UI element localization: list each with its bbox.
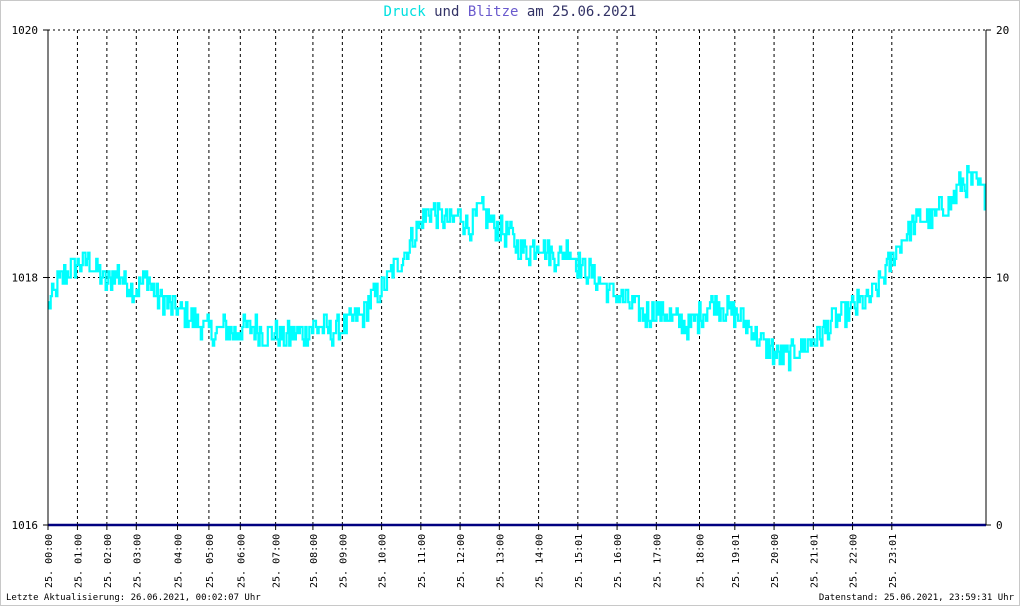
left-axis-tick-label: 1018: [12, 272, 39, 285]
title-prefix: am: [526, 4, 544, 20]
x-axis-tick-label: 25. 03:00: [132, 534, 143, 588]
x-axis-tick-label: 25. 01:00: [73, 534, 84, 588]
right-axis-tick-label: 10: [996, 272, 1009, 285]
x-axis-tick-label: 25. 02:00: [103, 534, 114, 588]
axes: [43, 29, 991, 530]
x-axis-tick-label: 25. 09:00: [338, 534, 349, 588]
x-axis-tick-label: 25. 18:00: [695, 534, 706, 588]
series-layer: [48, 165, 986, 527]
x-axis-tick-label: 25. 19:01: [731, 534, 742, 588]
grid: [48, 29, 986, 526]
data-status-text: Datenstand: 25.06.2021, 23:59:31 Uhr: [818, 593, 1014, 603]
x-axis-tick-label: 25. 07:00: [272, 534, 283, 588]
right-axis-tick-label: 0: [996, 519, 1003, 532]
right-axis-tick-label: 20: [996, 24, 1009, 37]
x-axis-tick-label: 25. 10:00: [378, 534, 389, 588]
x-axis-tick-label: 25. 16:00: [613, 534, 624, 588]
x-axis-tick-label: 25. 21:01: [809, 534, 820, 588]
x-axis-tick-label: 25. 04:00: [174, 534, 185, 588]
x-axis-tick-label: 25. 17:00: [652, 534, 663, 588]
x-axis-tick-label: 25. 11:00: [417, 534, 428, 588]
left-axis-tick-label: 1016: [12, 519, 39, 532]
x-axis-tick-label: 25. 15:01: [574, 534, 585, 588]
title-connector: und: [434, 4, 460, 20]
x-axis-tick-label: 25. 22:00: [849, 534, 860, 588]
x-axis-tick-label: 25. 13:00: [495, 534, 506, 588]
title-date: 25.06.2021: [552, 4, 637, 20]
x-axis-tick-label: 25. 00:00: [44, 534, 55, 588]
title-series-druck: Druck: [383, 4, 426, 20]
x-axis-tick-label: 25. 05:00: [205, 534, 216, 588]
x-axis-tick-label: 25. 14:00: [535, 534, 546, 588]
x-axis-tick-label: 25. 12:00: [456, 534, 467, 588]
x-axis-tick-label: 25. 23:01: [888, 534, 899, 588]
x-axis-tick-label: 25. 20:00: [770, 534, 781, 588]
title-series-blitze: Blitze: [467, 4, 519, 20]
series-druck-line: [48, 165, 986, 372]
last-update-text: Letzte Aktualisierung: 26.06.2021, 00:02…: [6, 593, 261, 603]
x-axis-tick-label: 25. 08:00: [309, 534, 320, 588]
x-axis-tick-label: 25. 06:00: [236, 534, 247, 588]
chart-title: Druck und Blitze am 25.06.2021: [0, 4, 1020, 20]
left-axis-tick-label: 1020: [12, 24, 39, 37]
